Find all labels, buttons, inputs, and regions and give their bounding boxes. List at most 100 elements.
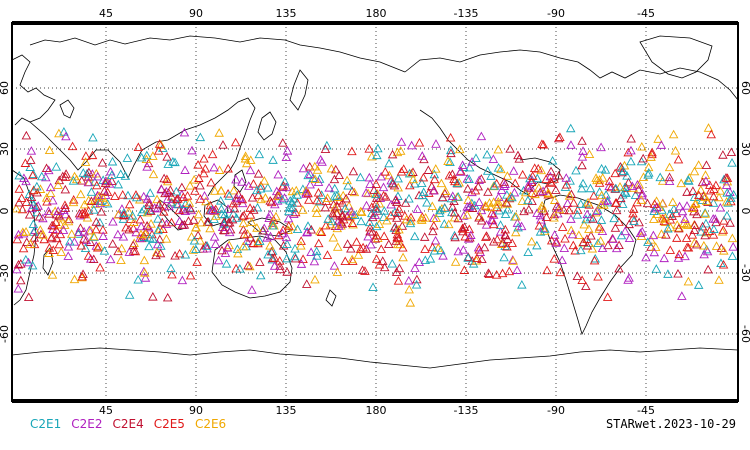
bottom-longitude-labels: 45 90 135 180 -135 -90 -45: [99, 404, 655, 417]
observation-marker: [224, 227, 235, 237]
observation-marker: [78, 168, 89, 177]
coastline-north-america: [404, 49, 739, 101]
observation-marker: [551, 238, 561, 247]
observation-marker: [266, 246, 277, 256]
observation-marker: [265, 196, 275, 205]
observation-marker: [361, 200, 372, 210]
observation-marker: [332, 191, 342, 200]
observation-marker: [387, 149, 398, 159]
observation-marker: [256, 181, 266, 190]
observation-marker: [229, 203, 240, 213]
observation-marker: [561, 173, 572, 182]
observation-marker: [722, 210, 732, 220]
observation-marker: [594, 221, 605, 231]
observation-marker: [400, 198, 411, 207]
observation-marker: [566, 214, 576, 223]
observation-marker: [161, 234, 172, 243]
observation-marker: [331, 164, 341, 174]
observation-marker: [239, 229, 250, 239]
observation-marker: [497, 268, 508, 278]
coastline-africa: [11, 169, 37, 306]
observation-marker: [635, 228, 646, 238]
observation-marker: [393, 233, 404, 243]
observation-marker: [281, 152, 292, 162]
observation-marker: [535, 210, 546, 220]
observation-marker: [138, 230, 149, 240]
observation-marker: [356, 216, 366, 226]
observation-marker: [592, 206, 602, 215]
observation-marker: [263, 182, 273, 192]
observation-marker: [656, 214, 666, 223]
observation-marker: [476, 215, 487, 225]
observation-marker: [514, 154, 524, 163]
observation-marker: [493, 199, 503, 209]
observation-marker: [278, 138, 288, 147]
observation-marker: [610, 168, 620, 178]
observation-marker: [322, 140, 332, 150]
observation-marker: [244, 181, 254, 190]
observation-marker: [680, 251, 690, 261]
observation-marker: [701, 160, 712, 169]
observation-marker: [680, 214, 690, 223]
observation-marker: [94, 241, 104, 251]
observation-marker: [88, 132, 98, 142]
observation-marker: [287, 198, 298, 207]
observation-marker: [436, 245, 446, 255]
observation-marker: [66, 229, 77, 238]
observation-marker: [513, 150, 523, 160]
observation-marker: [265, 240, 275, 250]
observation-marker: [412, 204, 423, 213]
observation-marker: [394, 263, 405, 273]
observation-marker: [63, 216, 74, 226]
coastline-antarctica: [11, 347, 739, 369]
observation-marker: [65, 236, 75, 246]
bottom-lon-tick-label: 180: [366, 404, 387, 417]
observation-marker: [209, 232, 220, 241]
observation-marker: [27, 260, 38, 270]
observation-marker: [182, 191, 193, 200]
observation-marker: [555, 267, 566, 277]
observation-marker: [664, 162, 675, 172]
observation-marker: [140, 273, 151, 282]
observation-marker: [476, 205, 487, 215]
observation-marker: [78, 269, 88, 278]
observation-marker: [13, 259, 24, 269]
observation-marker: [218, 225, 229, 235]
observation-marker: [61, 169, 71, 178]
observation-marker: [54, 211, 64, 220]
observation-marker: [287, 221, 298, 231]
observation-marker: [507, 238, 518, 247]
observation-marker: [92, 180, 102, 190]
observation-marker: [373, 143, 383, 153]
observation-marker: [255, 257, 265, 266]
observation-marker: [290, 251, 300, 261]
observation-marker: [342, 239, 353, 248]
observation-marker: [527, 171, 538, 180]
observation-marker: [687, 230, 698, 239]
observation-marker: [437, 192, 448, 202]
observation-marker: [162, 194, 173, 204]
observation-marker: [115, 169, 126, 178]
observation-marker: [146, 206, 156, 215]
observation-marker: [693, 280, 704, 289]
observation-marker: [409, 178, 420, 188]
observation-marker: [638, 153, 648, 163]
observation-marker: [68, 197, 79, 207]
observation-marker: [155, 234, 165, 244]
observation-marker: [575, 199, 586, 208]
observation-marker: [178, 192, 189, 202]
observation-marker: [517, 280, 527, 289]
observation-marker: [95, 196, 106, 205]
observation-marker: [582, 234, 592, 243]
observation-marker: [199, 168, 209, 178]
right-lat-tick-label: 60: [739, 81, 750, 95]
observation-marker: [484, 198, 495, 207]
observation-marker: [393, 276, 404, 285]
observation-marker: [459, 222, 470, 231]
observation-marker: [371, 221, 382, 231]
observation-marker: [124, 199, 135, 209]
observation-marker: [455, 167, 466, 176]
observation-marker: [347, 186, 357, 195]
observation-marker: [361, 244, 372, 253]
observation-marker: [587, 243, 598, 253]
